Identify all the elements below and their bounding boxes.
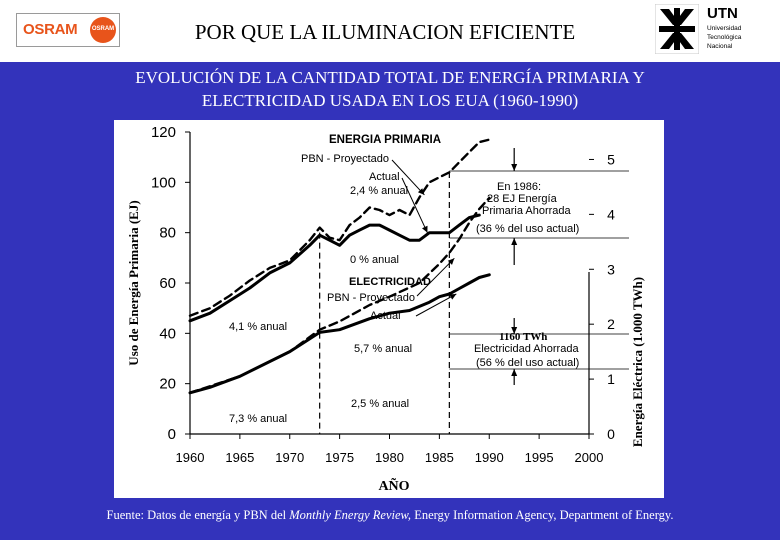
y-axis-left-label: Uso de Energía Primaria (EJ) bbox=[126, 200, 141, 365]
y-left-tick-label-2: 40 bbox=[159, 325, 176, 342]
pointer-line-2 bbox=[416, 257, 455, 297]
y-left-tick-label-3: 60 bbox=[159, 275, 176, 292]
y-left-tick-label-0: 0 bbox=[168, 426, 176, 443]
chart-subtitle-line-2: ELECTRICIDAD USADA EN LOS EUA (1960-1990… bbox=[201, 91, 579, 110]
label-actual-2: Actual bbox=[370, 310, 401, 322]
label-primaria-ahorrada: Primaria Ahorrada bbox=[482, 205, 572, 217]
y-right-tick-label-1: 1 bbox=[607, 371, 615, 387]
osram-logo-word: OSRAM bbox=[23, 21, 78, 38]
x-tick-label-2: 1970 bbox=[275, 450, 304, 465]
energy-chart: 1960 1965 1970 1975 1980 1985 1990 1995 20000204… bbox=[114, 120, 664, 498]
pointer-line-1 bbox=[401, 177, 428, 233]
label-electricidad-ahorrada: Electricidad Ahorrada bbox=[474, 343, 579, 355]
chart-subtitle: EVOLUCIÓN DE LA CANTIDAD TOTAL DE ENERGÍ… bbox=[40, 66, 740, 112]
utn-logo-line-2: Tecnológica bbox=[707, 34, 742, 41]
pointer-head-1 bbox=[422, 225, 428, 233]
pointer-line-3 bbox=[415, 293, 457, 317]
label-rate-2-5: 2,5 % anual bbox=[351, 398, 409, 410]
label-56-pct: (56 % del uso actual) bbox=[476, 357, 579, 369]
y-right-tick-label-2: 2 bbox=[607, 316, 615, 332]
x-tick-label-8: 2000 bbox=[575, 450, 604, 465]
label-36-pct: (36 % del uso actual) bbox=[476, 223, 579, 235]
x-tick-label-0: 1960 bbox=[176, 450, 205, 465]
arrow-up-energy-head bbox=[511, 238, 518, 245]
label-pbn-proyectado-1: PBN - Proyectado bbox=[301, 153, 389, 165]
x-tick-label-5: 1985 bbox=[425, 450, 454, 465]
series-3-electricidad-actual bbox=[188, 273, 491, 395]
pointer-line-0 bbox=[391, 159, 425, 196]
x-tick-label-1: 1965 bbox=[225, 450, 254, 465]
utn-logo: UTN Universidad Tecnológica Nacional bbox=[655, 4, 770, 56]
page-title: POR QUE LA ILUMINACION EFICIENTE bbox=[194, 20, 576, 44]
arrow-down-elec-head bbox=[511, 327, 518, 334]
y-left-tick-label-5: 100 bbox=[151, 174, 176, 191]
source-suffix: Energy Information Agency, Department of… bbox=[411, 508, 674, 522]
osram-logo: OSRAM OSRAM bbox=[16, 13, 120, 47]
label-rate-5-7: 5,7 % anual bbox=[354, 343, 412, 355]
label-pbn-proyectado-2: PBN - Proyectado bbox=[327, 292, 415, 304]
label-rate-2-4: 2,4 % anual bbox=[350, 185, 408, 197]
label-rate-7-3: 7,3 % anual bbox=[229, 413, 287, 425]
x-tick-label-6: 1990 bbox=[475, 450, 504, 465]
pointer-head-0 bbox=[417, 188, 425, 195]
label-1160-twh: 1160 TWh bbox=[499, 331, 547, 343]
arrow-up-elec-head bbox=[511, 369, 518, 376]
label-actual-1: Actual bbox=[369, 171, 400, 183]
slide-header: OSRAM OSRAM POR QUE LA ILUMINACION EFICI… bbox=[0, 0, 780, 62]
y-right-tick-label-4: 4 bbox=[607, 206, 615, 222]
arrow-down-energy-head bbox=[511, 164, 518, 171]
x-axis-label: AÑO bbox=[378, 476, 409, 494]
series-2-electricidad-projected bbox=[188, 196, 491, 394]
y-left-tick-label-6: 120 bbox=[151, 124, 176, 141]
y-right-tick-label-0: 0 bbox=[607, 426, 615, 442]
x-tick-label-4: 1980 bbox=[375, 450, 404, 465]
y-right-tick-label-3: 3 bbox=[607, 261, 615, 277]
utn-logo-title: UTN bbox=[707, 5, 738, 22]
label-rate-0: 0 % anual bbox=[350, 254, 399, 266]
source-publication: Monthly Energy Review, bbox=[289, 508, 412, 522]
source-prefix: Fuente: Datos de energía y PBN del bbox=[106, 508, 290, 522]
source-note: Fuente: Datos de energía y PBN del Month… bbox=[0, 508, 780, 523]
y-axis-right-label: Energía Eléctrica (1.000 TWh) bbox=[630, 277, 645, 447]
y-left-tick-label-4: 80 bbox=[159, 225, 176, 242]
label-28-ej: 28 EJ Energía bbox=[487, 193, 558, 205]
x-tick-label-3: 1975 bbox=[325, 450, 354, 465]
y-left-tick-label-1: 20 bbox=[159, 376, 176, 393]
pointer-head-3 bbox=[449, 293, 457, 300]
osram-logo-badge: OSRAM bbox=[90, 17, 116, 43]
chart-subtitle-line-1: EVOLUCIÓN DE LA CANTIDAD TOTAL DE ENERGÍ… bbox=[135, 68, 645, 87]
label-en-1986: En 1986: bbox=[497, 181, 541, 193]
label-electricidad: ELECTRICIDAD bbox=[349, 276, 431, 288]
pointer-head-2 bbox=[447, 258, 455, 265]
utn-emblem-icon bbox=[655, 4, 699, 54]
utn-logo-line-3: Nacional bbox=[707, 43, 733, 50]
series-0-energia-primaria-projected bbox=[188, 138, 491, 317]
utn-logo-line-1: Universidad bbox=[707, 25, 742, 32]
series-1-energia-primaria-actual bbox=[188, 213, 481, 323]
label-rate-4-1: 4,1 % anual bbox=[229, 321, 287, 333]
y-right-tick-label-5: 5 bbox=[607, 151, 615, 167]
label-energia-primaria: ENERGIA PRIMARIA bbox=[329, 134, 441, 146]
x-tick-label-7: 1995 bbox=[525, 450, 554, 465]
